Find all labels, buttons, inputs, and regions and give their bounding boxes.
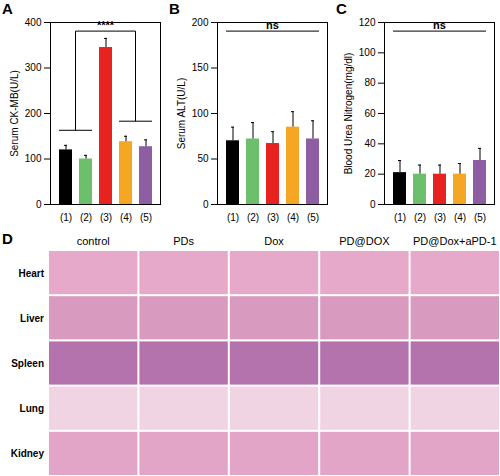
svg-text:(3): (3) [267, 212, 279, 223]
svg-text:ns: ns [266, 19, 279, 31]
svg-text:Dox: Dox [264, 235, 284, 247]
svg-text:(4): (4) [120, 212, 132, 223]
svg-text:120: 120 [359, 17, 376, 28]
svg-text:(2): (2) [247, 212, 259, 223]
svg-text:Blood Urea Nitrogen(mg/dl): Blood Urea Nitrogen(mg/dl) [343, 53, 354, 175]
svg-text:PD@DOX: PD@DOX [339, 235, 390, 247]
svg-text:(4): (4) [454, 212, 466, 223]
svg-text:200: 200 [25, 108, 42, 119]
svg-text:100: 100 [359, 47, 376, 58]
svg-text:Lung: Lung [20, 403, 44, 414]
svg-text:80: 80 [364, 77, 376, 88]
html-text:D: D [2, 230, 13, 247]
svg-text:Serum CK-MB(U/L): Serum CK-MB(U/L) [9, 70, 20, 157]
svg-text:150: 150 [192, 62, 209, 73]
svg-text:(2): (2) [414, 212, 426, 223]
svg-text:0: 0 [203, 199, 209, 210]
svg-text:(1): (1) [394, 212, 406, 223]
svg-text:****: **** [97, 19, 115, 31]
svg-text:Spleen: Spleen [11, 358, 44, 369]
svg-text:40: 40 [364, 138, 376, 149]
html-text:B: B [169, 0, 180, 17]
svg-text:(5): (5) [140, 212, 152, 223]
svg-text:(1): (1) [60, 212, 72, 223]
svg-text:100: 100 [192, 108, 209, 119]
svg-text:Liver: Liver [20, 313, 44, 324]
svg-text:20: 20 [364, 168, 376, 179]
svg-text:(5): (5) [474, 212, 486, 223]
svg-text:50: 50 [197, 153, 209, 164]
svg-text:(3): (3) [434, 212, 446, 223]
svg-text:Serum ALT(U/L): Serum ALT(U/L) [176, 78, 187, 150]
svg-text:0: 0 [370, 199, 376, 210]
svg-text:(3): (3) [100, 212, 112, 223]
svg-text:control: control [77, 235, 110, 247]
svg-text:200: 200 [192, 17, 209, 28]
html-text:A: A [2, 0, 13, 17]
svg-text:PD@Dox+aPD-1: PD@Dox+aPD-1 [413, 235, 497, 247]
svg-text:(4): (4) [287, 212, 299, 223]
svg-text:(5): (5) [307, 212, 319, 223]
html-text:C: C [336, 0, 347, 17]
svg-text:100: 100 [25, 153, 42, 164]
svg-text:(2): (2) [80, 212, 92, 223]
svg-text:(1): (1) [227, 212, 239, 223]
svg-text:60: 60 [364, 108, 376, 119]
svg-text:ns: ns [433, 19, 446, 31]
svg-text:Kidney: Kidney [11, 448, 45, 459]
svg-text:400: 400 [25, 17, 42, 28]
svg-text:Heart: Heart [18, 268, 44, 279]
svg-text:300: 300 [25, 62, 42, 73]
svg-text:0: 0 [36, 199, 42, 210]
svg-text:PDs: PDs [173, 235, 194, 247]
